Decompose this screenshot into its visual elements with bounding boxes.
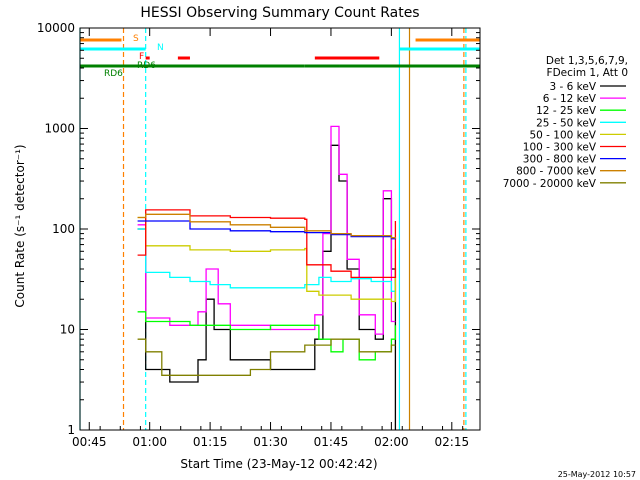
flag-label-1: N <box>157 43 164 53</box>
legend-entry-label: 100 - 300 keV <box>523 142 597 154</box>
flag-label-2: F <box>139 52 144 62</box>
legend-entry-label: 25 - 50 keV <box>536 117 597 129</box>
y-tick-label: 100 <box>52 222 75 236</box>
axis-ticks: 00:45 01:00 01:15 01:30 01:45 02:00 02:15 1 10 10… <box>37 21 480 449</box>
legend-entry-label: 3 - 6 keV <box>549 81 596 93</box>
y-axis-label: Count Rate (s⁻¹ detector⁻¹) <box>13 144 27 307</box>
flag-label-3: RD6 <box>137 61 156 71</box>
chart-title: HESSI Observing Summary Count Rates <box>140 5 419 21</box>
timestamp-label: 25-May-2012 10:57 <box>558 470 636 479</box>
x-tick-label: 01:00 <box>132 435 167 449</box>
legend-entry-label: 50 - 100 keV <box>529 129 596 141</box>
legend-entry-label: 12 - 25 keV <box>536 105 597 117</box>
legend-header-line: FDecim 1, Att 0 <box>547 67 628 79</box>
legend-entry-label: 6 - 12 keV <box>543 93 597 105</box>
y-tick-label: 1000 <box>44 122 75 136</box>
series-line-4 <box>137 216 397 303</box>
x-tick-label: 02:15 <box>435 435 470 449</box>
series-line-8 <box>137 338 396 376</box>
y-tick-label: 10 <box>60 323 75 337</box>
legend-entry-label: 800 - 7000 keV <box>516 166 597 178</box>
legend-entry-label: 7000 - 20000 keV <box>503 178 597 190</box>
legend-header-line: Det 1,3,5,6,7,9, <box>546 55 628 67</box>
x-tick-label: 01:45 <box>314 435 349 449</box>
flag-label-0: S <box>133 34 139 44</box>
x-axis-label: Start Time (23-May-12 00:42:42) <box>180 457 377 471</box>
x-tick-label: 02:00 <box>374 435 409 449</box>
y-tick-label: 1 <box>67 423 75 437</box>
y-tick-label: 10000 <box>37 21 75 35</box>
series-line-5 <box>137 209 397 279</box>
series-line-7 <box>137 213 397 239</box>
legend-entry-label: 300 - 800 keV <box>523 154 597 166</box>
x-tick-label: 01:30 <box>253 435 288 449</box>
legend: Det 1,3,5,6,7,9,FDecim 1, Att 0 3 - 6 keV… <box>503 55 628 190</box>
x-tick-label: 01:15 <box>193 435 228 449</box>
flag-label-4: RD6 <box>104 69 123 79</box>
series-line-0 <box>137 144 397 430</box>
series-line-3 <box>137 228 397 292</box>
x-tick-label: 00:45 <box>72 435 107 449</box>
series-lines <box>137 125 397 430</box>
